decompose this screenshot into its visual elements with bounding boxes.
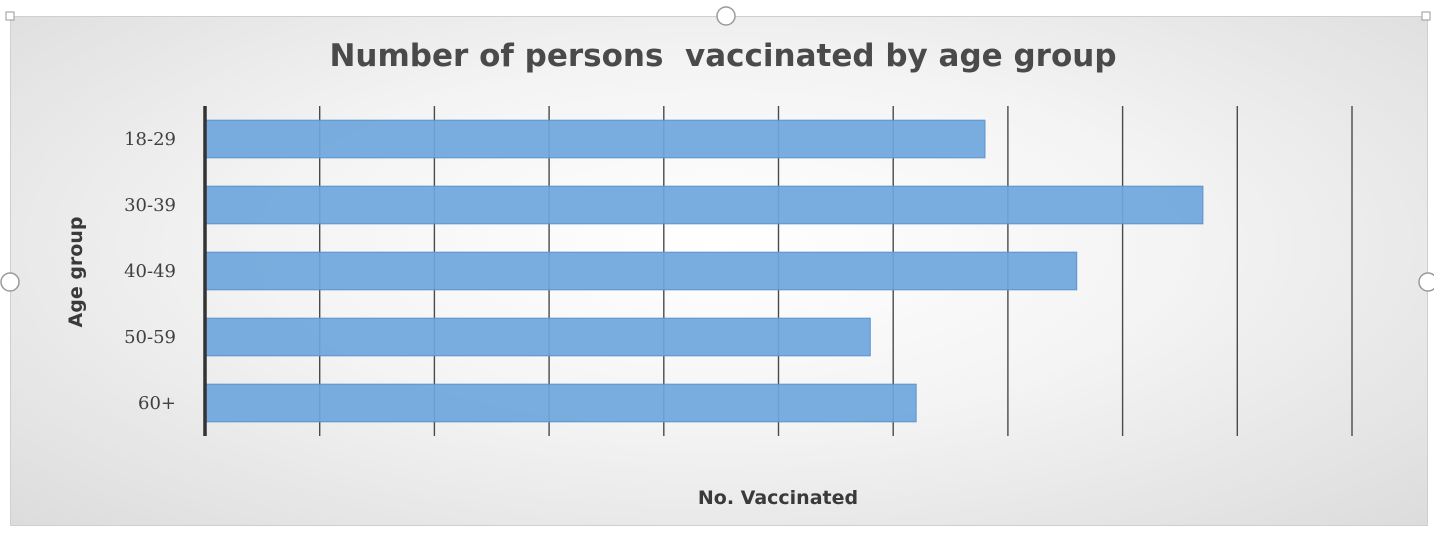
- y-axis-title: Age group: [65, 217, 87, 328]
- bar-18-29: [204, 119, 986, 159]
- bar-30-39: [204, 185, 1204, 225]
- category-label: 50-59: [124, 327, 176, 348]
- bars: [204, 119, 1204, 423]
- resize-handle-left[interactable]: [0, 272, 20, 292]
- x-axis-title: No. Vaccinated: [698, 487, 858, 509]
- bar-50-59: [204, 317, 871, 357]
- bar-60+: [204, 383, 917, 423]
- resize-handle-top-left[interactable]: [5, 11, 15, 21]
- bar-40-49: [204, 251, 1078, 291]
- category-label: 40-49: [124, 261, 176, 282]
- category-label: 60+: [138, 393, 176, 414]
- gridlines: [319, 106, 1353, 436]
- resize-handle-top[interactable]: [716, 6, 736, 26]
- resize-handle-right[interactable]: [1418, 272, 1434, 292]
- category-label: 30-39: [124, 195, 176, 216]
- resize-handle-top-right[interactable]: [1421, 11, 1431, 21]
- chart-title: Number of persons vaccinated by age grou…: [329, 38, 1116, 74]
- category-label: 18-29: [124, 129, 176, 150]
- category-labels: 18-29 30-39 40-49 50-59 60+: [124, 129, 176, 414]
